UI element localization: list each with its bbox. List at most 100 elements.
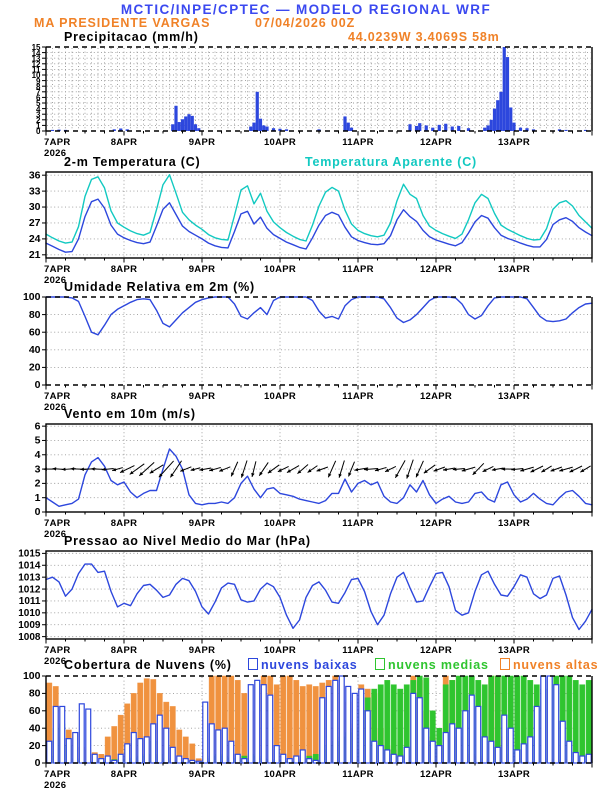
svg-text:60: 60 <box>29 705 41 717</box>
svg-text:21: 21 <box>29 249 41 261</box>
svg-text:9APR: 9APR <box>189 645 216 656</box>
umidade-relativa-line <box>45 296 593 336</box>
model-run-datetime: 07/04/2026 00Z <box>255 16 356 30</box>
svg-text:11APR: 11APR <box>342 264 374 275</box>
svg-text:80: 80 <box>29 688 41 700</box>
svg-text:1010: 1010 <box>18 608 41 619</box>
svg-text:10APR: 10APR <box>264 769 296 780</box>
x-axis-labels: 7APR 8APR 9APR 10APR 11APR 12APR 13APR 2026 <box>44 639 593 667</box>
grid <box>47 173 591 257</box>
svg-text:2026: 2026 <box>44 780 66 791</box>
svg-text:8APR: 8APR <box>111 264 138 275</box>
svg-text:100: 100 <box>23 670 41 682</box>
svg-text:9APR: 9APR <box>189 137 216 148</box>
svg-text:0: 0 <box>35 757 41 769</box>
svg-text:2026: 2026 <box>44 148 66 159</box>
apparent-temperature-legend: Temperatura Aparente (C) <box>305 155 478 169</box>
humidity-series <box>45 296 593 336</box>
clouds-series <box>46 675 592 764</box>
svg-text:12APR: 12APR <box>420 769 452 780</box>
svg-text:3: 3 <box>36 110 41 119</box>
clouds-title: Cobertura de Nuvens (%) <box>64 658 232 672</box>
y-axis-labels: 100 80 60 40 20 0 <box>23 670 46 769</box>
svg-text:36: 36 <box>29 169 41 181</box>
svg-text:100: 100 <box>23 291 41 303</box>
svg-text:12: 12 <box>32 60 41 69</box>
svg-text:8APR: 8APR <box>111 769 138 780</box>
svg-text:0: 0 <box>35 506 41 518</box>
frame <box>45 550 593 640</box>
svg-text:7APR: 7APR <box>44 391 71 402</box>
svg-text:11APR: 11APR <box>342 769 374 780</box>
wind-direction-arrows <box>43 459 591 479</box>
pressao-ao-nivel-medio-do-mar-line <box>45 563 593 631</box>
svg-text:2: 2 <box>36 116 41 125</box>
svg-text:3: 3 <box>35 463 41 475</box>
svg-text:13: 13 <box>32 54 41 63</box>
nuvens-baixas-bars <box>46 675 592 764</box>
legend-mid-clouds: nuvens medias <box>375 658 489 672</box>
svg-text:20: 20 <box>29 362 41 374</box>
svg-text:27: 27 <box>29 217 41 229</box>
pressure-title: Pressao ao Nivel Medio do Mar (hPa) <box>64 534 311 548</box>
mid-clouds-swatch-icon <box>375 658 385 670</box>
page-title: MCTIC/INPE/CPTEC — MODELO REGIONAL WRF <box>120 2 492 17</box>
svg-text:10APR: 10APR <box>264 391 296 402</box>
legend-mid-clouds-label: nuvens medias <box>388 658 489 672</box>
legend-low-clouds: nuvens baixas <box>248 658 358 672</box>
svg-text:30: 30 <box>29 201 41 213</box>
station-name: MA PRESIDENTE VARGAS <box>34 16 211 30</box>
2-m-temperatura-c--line <box>45 198 593 253</box>
station-coordinates: 44.0239W 3.4069S 58m <box>348 30 500 44</box>
svg-text:4: 4 <box>35 449 41 461</box>
svg-text:12APR: 12APR <box>420 645 452 656</box>
svg-text:12APR: 12APR <box>420 391 452 402</box>
svg-text:11APR: 11APR <box>342 137 374 148</box>
svg-text:12APR: 12APR <box>420 264 452 275</box>
svg-text:60: 60 <box>29 326 41 338</box>
svg-text:11APR: 11APR <box>342 645 374 656</box>
svg-text:7APR: 7APR <box>44 137 71 148</box>
grid <box>47 298 591 384</box>
svg-text:2026: 2026 <box>44 275 66 286</box>
svg-text:1: 1 <box>36 122 41 131</box>
svg-text:1014: 1014 <box>18 560 41 571</box>
svg-text:33: 33 <box>29 185 41 197</box>
svg-text:10APR: 10APR <box>264 264 296 275</box>
svg-text:12APR: 12APR <box>420 137 452 148</box>
pressure-series <box>45 563 593 631</box>
svg-text:20: 20 <box>29 740 41 752</box>
svg-text:7: 7 <box>36 88 41 97</box>
temperatura-aparente-c--line <box>45 173 593 244</box>
legend-high-clouds: nuvens altas <box>500 658 598 672</box>
svg-text:11APR: 11APR <box>342 518 374 529</box>
svg-text:1009: 1009 <box>18 620 41 631</box>
temperature-series <box>45 173 593 253</box>
svg-text:14: 14 <box>32 49 41 58</box>
svg-text:11APR: 11APR <box>342 391 374 402</box>
svg-text:10APR: 10APR <box>264 645 296 656</box>
svg-text:7APR: 7APR <box>44 264 71 275</box>
y-axis-labels: 6 5 4 3 2 1 0 <box>35 420 46 518</box>
svg-text:10: 10 <box>32 71 41 80</box>
svg-text:24: 24 <box>29 233 41 245</box>
svg-text:8: 8 <box>36 82 41 91</box>
svg-text:1008: 1008 <box>18 632 41 643</box>
svg-text:13APR: 13APR <box>498 769 530 780</box>
low-clouds-swatch-icon <box>248 658 258 670</box>
svg-text:8APR: 8APR <box>111 391 138 402</box>
svg-text:10APR: 10APR <box>264 137 296 148</box>
svg-text:8APR: 8APR <box>111 645 138 656</box>
svg-text:5: 5 <box>35 435 41 447</box>
svg-text:2026: 2026 <box>44 402 66 413</box>
svg-text:5: 5 <box>36 99 41 108</box>
svg-text:9APR: 9APR <box>189 264 216 275</box>
x-axis-labels: 7APR 8APR 9APR 10APR 11APR 12APR 13APR 2026 <box>44 512 593 540</box>
